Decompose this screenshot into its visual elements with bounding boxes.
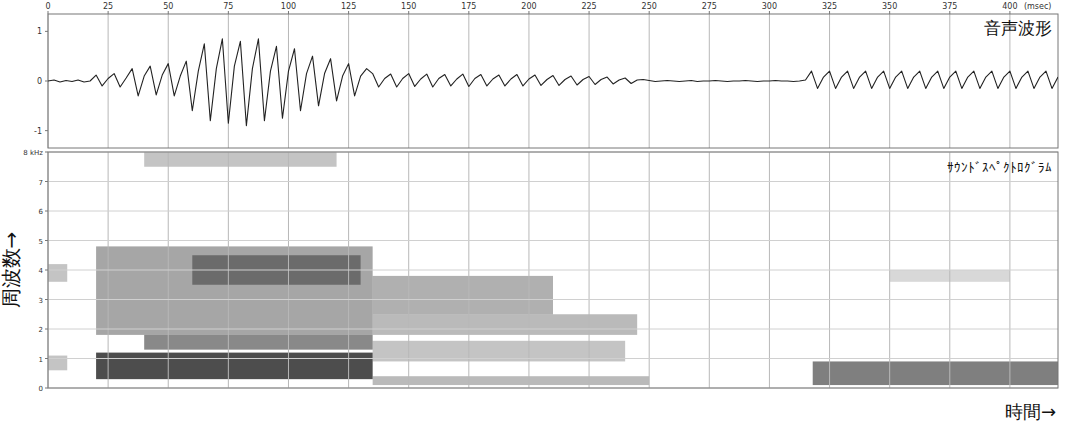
tick bbox=[949, 11, 950, 14]
tick-label: 2 bbox=[39, 326, 43, 334]
grid-line bbox=[408, 14, 409, 148]
tick-label: 1 bbox=[37, 27, 42, 36]
grid-line bbox=[48, 329, 1058, 330]
tick-label: 275 bbox=[702, 2, 717, 11]
tick-label: 0 bbox=[37, 77, 42, 86]
tick bbox=[45, 270, 48, 271]
tick-label: 25 bbox=[103, 2, 113, 11]
tick bbox=[45, 329, 48, 330]
spectral-band bbox=[48, 264, 67, 282]
spectral-band bbox=[373, 276, 553, 314]
grid-line bbox=[288, 14, 289, 148]
tick bbox=[889, 11, 890, 14]
spectral-band bbox=[96, 246, 373, 335]
tick-label: 200 bbox=[521, 2, 536, 11]
frame bbox=[48, 14, 1058, 148]
grid-line bbox=[48, 270, 1058, 271]
tick-label: 4 bbox=[39, 267, 44, 275]
grid-line bbox=[48, 299, 1058, 300]
tick bbox=[45, 388, 48, 389]
tick bbox=[528, 11, 529, 14]
plot-area bbox=[48, 39, 1058, 126]
tick-label: 8 kHz bbox=[23, 149, 43, 157]
tick bbox=[45, 181, 48, 182]
tick bbox=[45, 358, 48, 359]
grid-line bbox=[889, 14, 890, 148]
spectral-band bbox=[813, 361, 1058, 385]
spectral-band bbox=[373, 314, 638, 335]
tick-label: 5 bbox=[39, 238, 43, 246]
tick-label: 375 bbox=[942, 2, 957, 11]
tick-label: 100 bbox=[281, 2, 296, 11]
tick bbox=[108, 11, 109, 14]
grid-line bbox=[48, 240, 1058, 241]
tick bbox=[649, 11, 650, 14]
tick-label: 0 bbox=[39, 385, 43, 393]
tick-label: 7 bbox=[39, 179, 43, 187]
axis-title: 周波数→ bbox=[0, 232, 23, 309]
grid-line bbox=[108, 14, 109, 148]
tick bbox=[288, 11, 289, 14]
frame bbox=[48, 152, 1058, 388]
tick-label: 3 bbox=[39, 297, 43, 305]
tick bbox=[348, 11, 349, 14]
grid-line bbox=[829, 14, 830, 148]
tick bbox=[45, 81, 48, 82]
tick-label: 300 bbox=[762, 2, 777, 11]
tick bbox=[45, 211, 48, 212]
tick-label: 50 bbox=[163, 2, 173, 11]
tick bbox=[468, 11, 469, 14]
waveform bbox=[48, 39, 1058, 126]
axis-title: (msec) bbox=[1024, 2, 1052, 11]
tick bbox=[829, 11, 830, 14]
spectral-band bbox=[373, 376, 650, 385]
tick-label: 325 bbox=[822, 2, 837, 11]
tick bbox=[168, 11, 169, 14]
figure: 0255075100125150175200225250275300325350… bbox=[0, 0, 1075, 426]
tick bbox=[45, 130, 48, 131]
tick bbox=[48, 11, 49, 14]
tick-label: 225 bbox=[581, 2, 596, 11]
grid-line bbox=[468, 14, 469, 148]
tick-label: 125 bbox=[341, 2, 356, 11]
tick bbox=[45, 240, 48, 241]
panel-title: 音声波形 bbox=[984, 18, 1052, 38]
tick bbox=[769, 11, 770, 14]
spectral-band bbox=[144, 335, 372, 350]
tick bbox=[1009, 11, 1010, 14]
grid-line bbox=[949, 14, 950, 148]
tick bbox=[45, 299, 48, 300]
tick-label: 0 bbox=[45, 2, 50, 11]
grid-line bbox=[48, 358, 1058, 359]
plot-area bbox=[48, 152, 1058, 385]
tick bbox=[589, 11, 590, 14]
tick-label: 250 bbox=[642, 2, 657, 11]
grid-line bbox=[589, 14, 590, 148]
grid-line bbox=[48, 181, 1058, 182]
tick-label: 350 bbox=[882, 2, 897, 11]
tick bbox=[228, 11, 229, 14]
tick-label: 6 bbox=[39, 208, 44, 216]
tick-label: 175 bbox=[461, 2, 476, 11]
tick-label: 400 bbox=[1002, 2, 1017, 11]
tick bbox=[45, 152, 48, 153]
grid-line bbox=[348, 14, 349, 148]
tick-label: 75 bbox=[223, 2, 233, 11]
tick bbox=[408, 11, 409, 14]
tick bbox=[709, 11, 710, 14]
tick-label: 150 bbox=[401, 2, 416, 11]
axis-title: 時間→ bbox=[1005, 401, 1056, 422]
spectral-band bbox=[96, 353, 373, 380]
tick-label: 1 bbox=[39, 356, 43, 364]
tick-label: -1 bbox=[34, 127, 42, 136]
spectral-band bbox=[48, 356, 67, 371]
tick bbox=[45, 31, 48, 32]
panel-title: ｻｳﾝﾄﾞｽﾍﾟｸﾄﾛｸﾞﾗﾑ bbox=[947, 160, 1052, 175]
spectral-band bbox=[144, 152, 336, 167]
grid-line bbox=[168, 14, 169, 148]
grid-line bbox=[228, 14, 229, 148]
grid-line bbox=[528, 14, 529, 148]
grid-line bbox=[48, 211, 1058, 212]
